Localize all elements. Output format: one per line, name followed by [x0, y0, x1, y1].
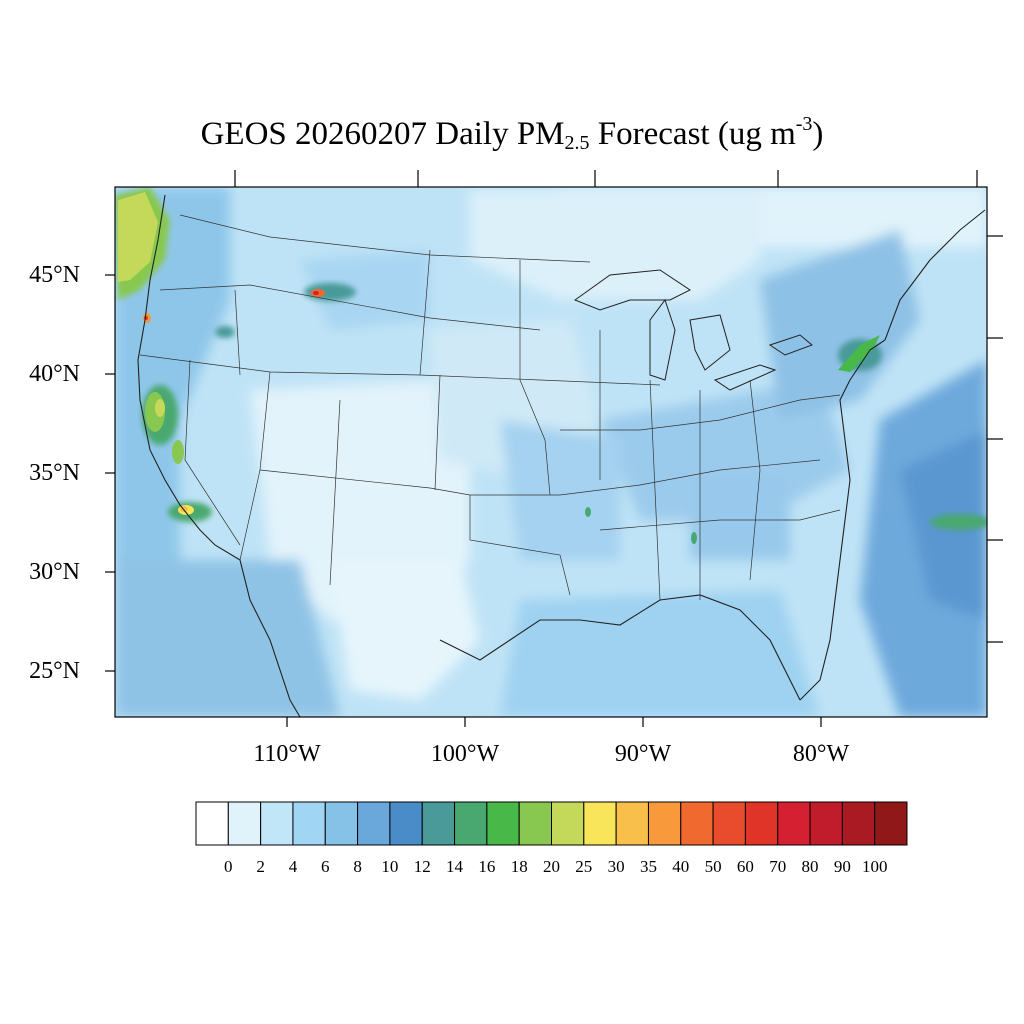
colorbar-label-8: 8	[353, 857, 362, 876]
title-middle: Forecast (ug m	[589, 116, 796, 152]
colorbar	[195, 801, 908, 846]
map-frame	[114, 186, 988, 718]
colorbar-box-5	[357, 801, 391, 846]
colorbar-box-17	[744, 801, 779, 846]
colorbar-box-12	[583, 801, 617, 846]
colorbar-label-35: 35	[640, 857, 657, 876]
colorbar-box-9	[486, 801, 520, 846]
colorbar-box-11	[551, 801, 585, 846]
colorbar-label-25: 25	[575, 857, 593, 876]
title-subscript: 2.5	[564, 132, 590, 154]
lon-label-80w: 80°W	[792, 741, 850, 767]
colorbar-box-0	[195, 801, 229, 846]
lat-label-45n: 45°N	[29, 262, 80, 288]
colorbar-box-20	[841, 801, 876, 846]
colorbar-label-16: 16	[478, 857, 496, 876]
colorbar-label-6: 6	[321, 857, 330, 876]
colorbar-label-100: 100	[861, 857, 888, 876]
colorbar-label-2: 2	[256, 857, 265, 876]
coastlines	[137, 194, 986, 717]
lat-label-35n: 35°N	[29, 460, 80, 486]
colorbar-box-16	[712, 801, 746, 846]
title-suffix: )	[812, 116, 824, 152]
colorbar-label-12: 12	[413, 857, 431, 876]
colorbar-label-60: 60	[736, 857, 754, 876]
colorbar-label-30: 30	[607, 857, 625, 876]
colorbar-label-50: 50	[704, 857, 722, 876]
colorbar-box-21	[874, 801, 908, 846]
colorbar-label-18: 18	[510, 857, 528, 876]
colorbar-label-14: 14	[446, 857, 463, 876]
colorbar-box-18	[777, 801, 811, 846]
colorbar-box-6	[389, 801, 423, 846]
axis-ticks	[105, 170, 1003, 727]
state-borders	[139, 214, 841, 601]
colorbar-label-80: 80	[801, 857, 819, 876]
colorbar-label-20: 20	[543, 857, 560, 876]
lat-label-25n: 25°N	[29, 658, 80, 684]
colorbar-box-7	[421, 801, 456, 846]
title-prefix: GEOS 20260207 Daily PM	[200, 116, 565, 152]
lon-label-110w: 110°W	[253, 741, 321, 767]
colorbar-box-13	[615, 801, 649, 846]
colorbar-box-1	[227, 801, 262, 846]
colorbar-label-10: 10	[381, 857, 399, 876]
lon-label-90w: 90°W	[614, 741, 672, 767]
hotspots	[115, 187, 987, 544]
colorbar-box-10	[518, 801, 552, 846]
colorbar-box-2	[260, 801, 294, 846]
colorbar-label-40: 40	[672, 857, 690, 876]
colorbar-label-70: 70	[769, 857, 787, 876]
lon-label-100w: 100°W	[430, 741, 500, 767]
colorbar-box-4	[324, 801, 359, 846]
title-superscript: -3	[795, 113, 813, 135]
great-lakes	[573, 269, 813, 391]
lat-label-40n: 40°N	[29, 361, 80, 387]
lat-label-30n: 30°N	[29, 559, 80, 585]
colorbar-box-3	[292, 801, 326, 846]
colorbar-box-15	[680, 801, 714, 846]
colorbar-box-14	[647, 801, 682, 846]
map-title: GEOS 20260207 Daily PM2.5 Forecast (ug m…	[0, 112, 1024, 156]
colorbar-label-0: 0	[224, 857, 233, 876]
colorbar-label-90: 90	[833, 857, 851, 876]
colorbar-box-19	[809, 801, 843, 846]
colorbar-box-8	[454, 801, 488, 846]
pm25-map	[105, 170, 1003, 727]
colorbar-label-4: 4	[288, 857, 298, 876]
